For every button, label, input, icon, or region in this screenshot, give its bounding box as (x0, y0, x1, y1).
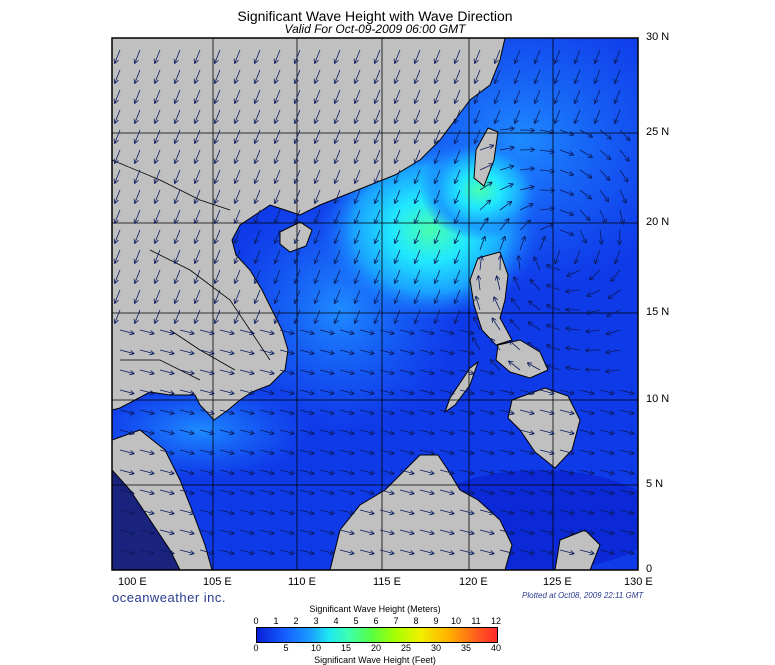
lon-label-110e: 110 E (288, 576, 316, 588)
colorbar-meters-tick: 3 (308, 616, 324, 626)
colorbar-feet-tick: 40 (488, 643, 504, 653)
colorbar-meters-tick: 1 (268, 616, 284, 626)
colorbar-feet-tick: 10 (308, 643, 324, 653)
colorbar-meters-tick: 0 (248, 616, 264, 626)
plotted-timestamp: Plotted at Oct08, 2009 22:11 GMT (522, 591, 643, 600)
lat-label-5n: 5 N (646, 478, 663, 490)
lat-label-10n: 10 N (646, 393, 669, 405)
colorbar-meters-tick: 4 (328, 616, 344, 626)
colorbar-meters-tick: 6 (368, 616, 384, 626)
colorbar-meters-tick: 8 (408, 616, 424, 626)
brand-logo-text: oceanweather inc. (112, 590, 226, 605)
lat-label-30n: 30 N (646, 31, 669, 43)
lon-label-100e: 100 E (118, 576, 147, 588)
lon-label-115e: 115 E (373, 576, 401, 588)
lon-label-120e: 120 E (459, 576, 488, 588)
lon-label-105e: 105 E (203, 576, 232, 588)
lat-label-20n: 20 N (646, 216, 669, 228)
colorbar-meters-tick: 2 (288, 616, 304, 626)
colorbar-feet-tick: 5 (278, 643, 294, 653)
colorbar-title-meters: Significant Wave Height (Meters) (255, 604, 495, 614)
colorbar (256, 627, 498, 643)
colorbar-meters-tick: 7 (388, 616, 404, 626)
colorbar-feet-tick: 25 (398, 643, 414, 653)
lat-label-25n: 25 N (646, 126, 669, 138)
colorbar-feet-tick: 0 (248, 643, 264, 653)
colorbar-feet-tick: 30 (428, 643, 444, 653)
colorbar-meters-tick: 11 (468, 616, 484, 626)
lat-label-0: 0 (646, 563, 652, 575)
colorbar-title-feet: Significant Wave Height (Feet) (255, 655, 495, 665)
lon-label-125e: 125 E (543, 576, 572, 588)
colorbar-meters-tick: 10 (448, 616, 464, 626)
lon-label-130e: 130 E (624, 576, 653, 588)
colorbar-meters-tick: 9 (428, 616, 444, 626)
lat-label-15n: 15 N (646, 306, 669, 318)
colorbar-meters-tick: 12 (488, 616, 504, 626)
colorbar-feet-tick: 15 (338, 643, 354, 653)
colorbar-meters-tick: 5 (348, 616, 364, 626)
colorbar-feet-tick: 20 (368, 643, 384, 653)
colorbar-feet-tick: 35 (458, 643, 474, 653)
